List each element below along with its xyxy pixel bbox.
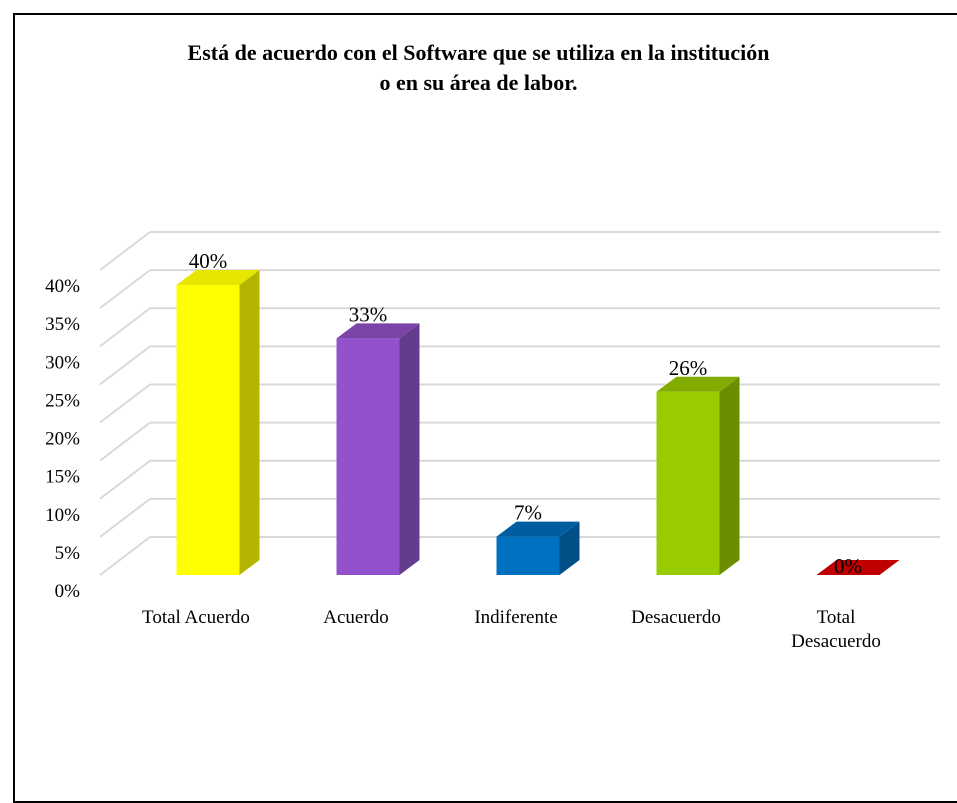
bar-front [656,391,720,575]
data-label: 40% [189,249,228,273]
gridline-side-10 [99,459,151,500]
x-category-label: Total Acuerdo [142,607,250,628]
data-label: 7% [514,501,542,525]
gridline-side-35 [99,269,151,309]
x-category-label: Acuerdo [323,607,388,628]
gridline-side-40 [99,231,151,271]
chart-frame [13,13,957,803]
y-tick-label: 30% [45,352,80,373]
gridline-side-5 [99,498,151,538]
chart-title-line-1: Está de acuerdo con el Software que se u… [187,40,770,65]
y-tick-label: 5% [55,543,81,564]
y-tick-label: 0% [55,581,81,602]
bar-side [239,270,260,575]
bar-top [176,270,260,285]
x-category-label: Desacuerdo [631,607,721,628]
bar-top [336,323,420,339]
chart-title: Está de acuerdo con el Software que se u… [0,38,957,98]
bar-top [656,376,740,392]
bar-side [719,376,740,575]
bar-front [496,536,560,575]
x-category-label: Indiferente [474,607,557,628]
gridline-side-25 [99,345,151,386]
data-label: 0% [834,554,862,578]
data-label: 33% [349,302,388,326]
bar-side [559,521,580,575]
x-category-label: Total [817,607,856,628]
y-tick-label: 40% [45,276,80,297]
data-label: 26% [669,356,708,380]
gridline-side-20 [99,383,151,424]
gridline-side-0 [99,536,151,576]
bar-flat [816,560,900,575]
bar-front [336,338,400,575]
y-tick-label: 35% [45,314,80,335]
chart-title-line-2: o en su área de labor. [379,70,578,95]
gridline-side-15 [99,421,151,462]
y-tick-label: 15% [45,467,80,488]
bar-top [496,521,580,537]
y-tick-label: 10% [45,505,80,526]
y-tick-label: 20% [45,429,80,450]
y-tick-label: 25% [45,390,80,411]
x-category-label: Desacuerdo [791,631,881,652]
gridline-side-30 [99,307,151,348]
bar-side [399,323,420,575]
bar-front [176,285,240,575]
